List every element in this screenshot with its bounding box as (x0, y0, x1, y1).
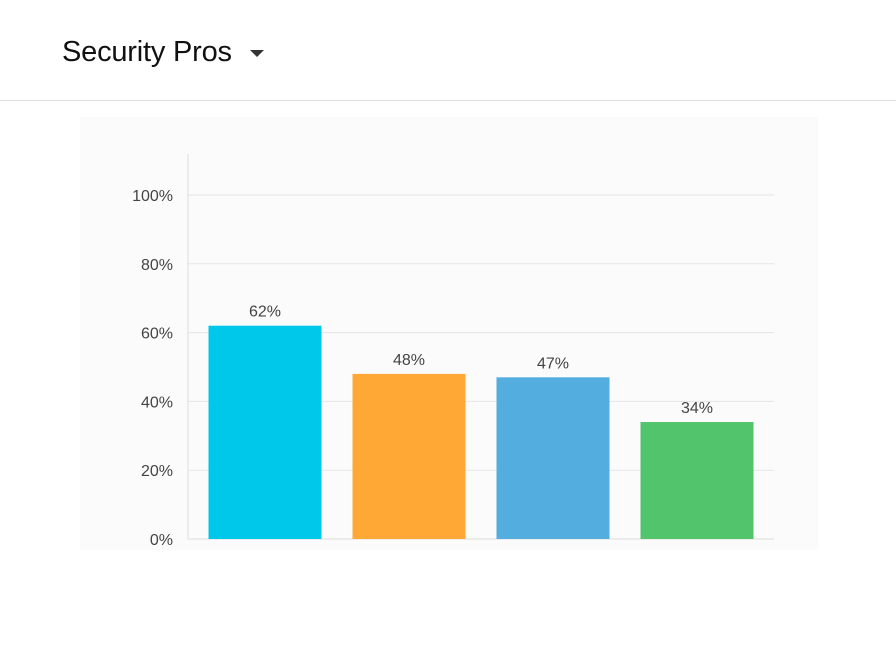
data-label: 47% (537, 355, 569, 372)
bar (496, 377, 610, 539)
data-label: 48% (393, 352, 425, 369)
y-tick-label: 80% (141, 257, 173, 274)
bar (640, 422, 754, 539)
y-tick-label: 40% (141, 394, 173, 411)
y-tick-label: 100% (132, 188, 173, 205)
bar (352, 373, 466, 539)
bar (208, 325, 322, 539)
data-label: 34% (681, 400, 713, 417)
y-tick-label: 20% (141, 463, 173, 480)
page-header: Security Pros (0, 0, 896, 101)
team-dropdown[interactable]: Security Pros (62, 30, 264, 74)
y-tick-label: 60% (141, 326, 173, 343)
page-title: Security Pros (62, 35, 232, 68)
caret-down-icon[interactable] (249, 49, 264, 57)
y-tick-label: 0% (150, 532, 173, 549)
chart-panel: 0%20%40%60%80%100%62%Aurthur Sebastian48… (80, 117, 818, 550)
bar-chart: 0%20%40%60%80%100%62%Aurthur Sebastian48… (132, 154, 774, 549)
data-label: 62% (249, 304, 281, 321)
